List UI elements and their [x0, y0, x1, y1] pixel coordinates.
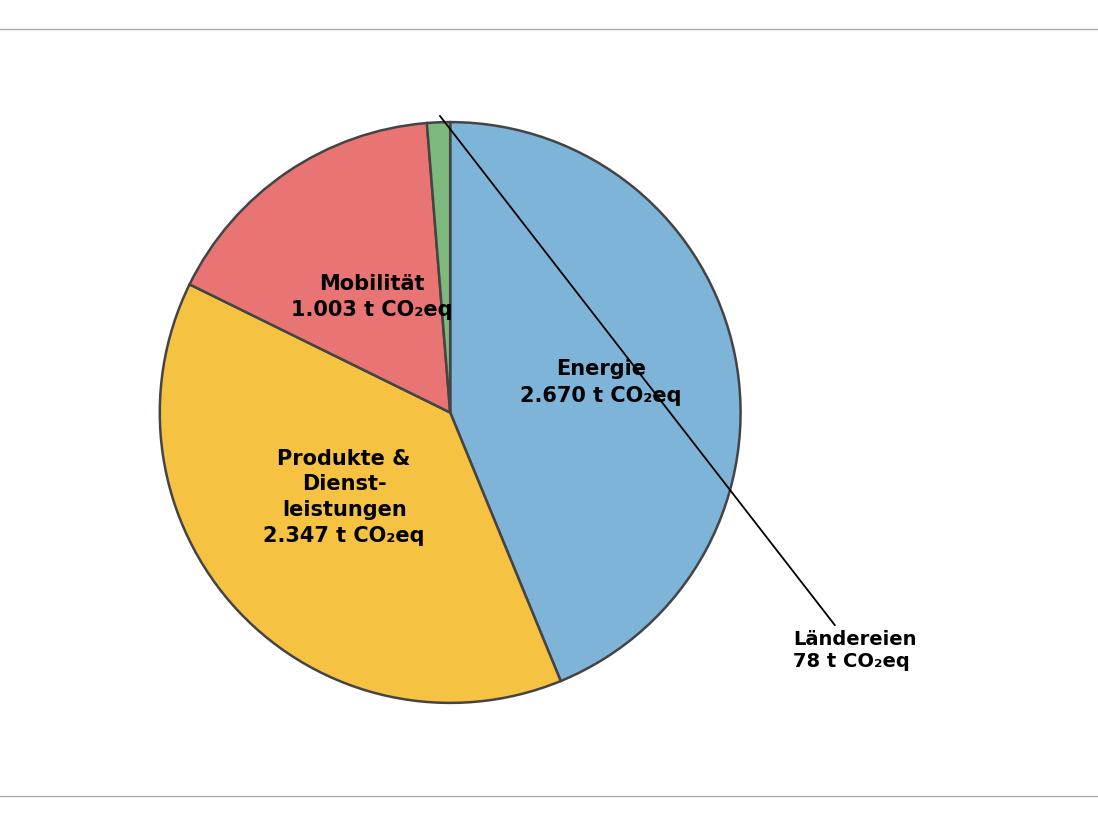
Text: Energie
2.670 t CO₂eq: Energie 2.670 t CO₂eq: [520, 360, 682, 406]
Text: Mobilität
1.003 t CO₂eq: Mobilität 1.003 t CO₂eq: [291, 274, 452, 320]
Wedge shape: [190, 123, 450, 412]
Wedge shape: [427, 122, 450, 412]
Text: Ländereien
78 t CO₂eq: Ländereien 78 t CO₂eq: [440, 116, 917, 671]
Wedge shape: [450, 122, 740, 681]
Wedge shape: [160, 285, 561, 703]
Text: Produkte &
Dienst-
leistungen
2.347 t CO₂eq: Produkte & Dienst- leistungen 2.347 t CO…: [264, 449, 425, 545]
